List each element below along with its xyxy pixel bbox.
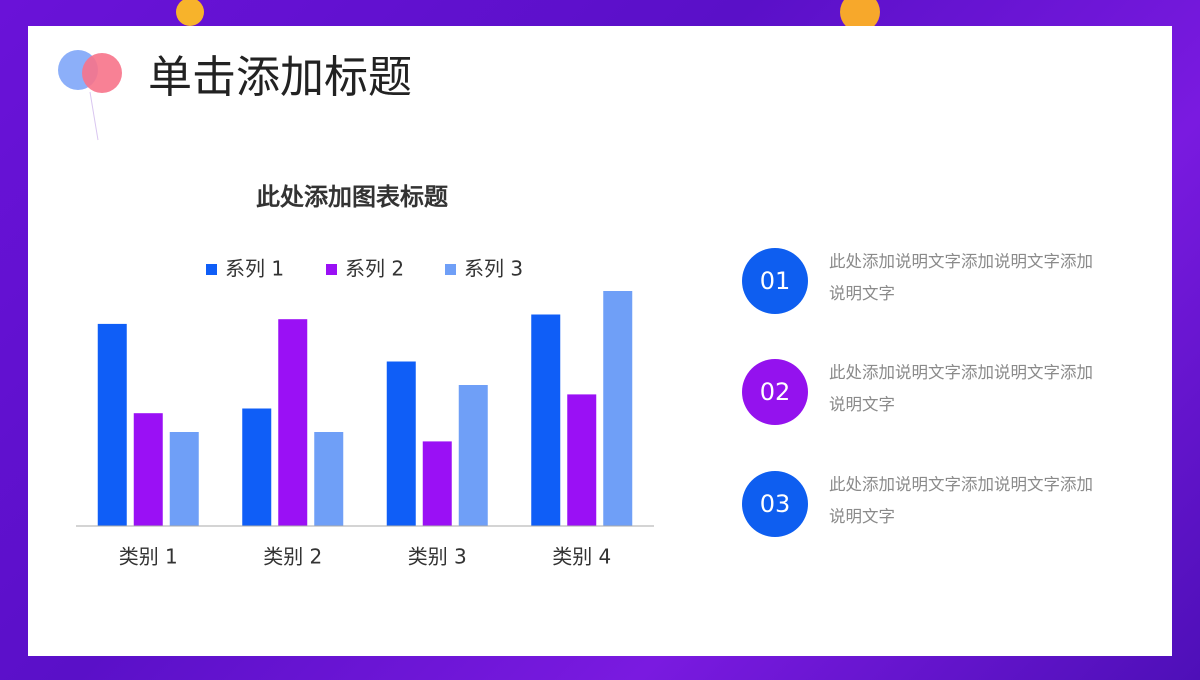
bar <box>278 319 308 526</box>
chart-title: 此处添加图表标题 <box>256 183 448 211</box>
bar <box>169 432 199 526</box>
bar <box>603 291 633 526</box>
bar <box>242 408 272 526</box>
item-number: 02 <box>760 378 791 406</box>
x-tick-label: 类别 2 <box>263 545 322 569</box>
decoration <box>176 0 204 26</box>
panel <box>28 26 1172 656</box>
bar <box>133 413 163 526</box>
x-tick-label: 类别 1 <box>119 545 178 569</box>
x-tick-label: 类别 4 <box>552 545 611 569</box>
legend-swatch <box>445 264 456 275</box>
x-tick-label: 类别 3 <box>408 545 467 569</box>
decoration <box>840 0 880 32</box>
item-text: 此处添加说明文字添加说明文字添加说明文字 <box>829 475 1093 526</box>
bar <box>386 361 416 526</box>
bar <box>458 385 488 526</box>
legend-label: 系列 1 <box>225 257 284 281</box>
legend-label: 系列 3 <box>464 257 523 281</box>
bar <box>314 432 344 526</box>
balloon-string <box>89 91 99 141</box>
slide-title: 单击添加标题 <box>148 52 412 103</box>
balloon <box>82 53 122 93</box>
legend-swatch <box>326 264 337 275</box>
legend-swatch <box>206 264 217 275</box>
bar <box>422 441 452 526</box>
bar <box>567 394 597 526</box>
item-text: 此处添加说明文字添加说明文字添加说明文字 <box>829 363 1093 414</box>
item-badge <box>742 248 808 314</box>
item-number: 03 <box>760 490 791 518</box>
legend-label: 系列 2 <box>345 257 404 281</box>
item-text: 此处添加说明文字添加说明文字添加说明文字 <box>829 252 1093 303</box>
bar <box>97 323 127 526</box>
item-badge <box>742 359 808 425</box>
item-number: 01 <box>760 267 791 295</box>
item-badge <box>742 471 808 537</box>
bar <box>531 314 561 526</box>
